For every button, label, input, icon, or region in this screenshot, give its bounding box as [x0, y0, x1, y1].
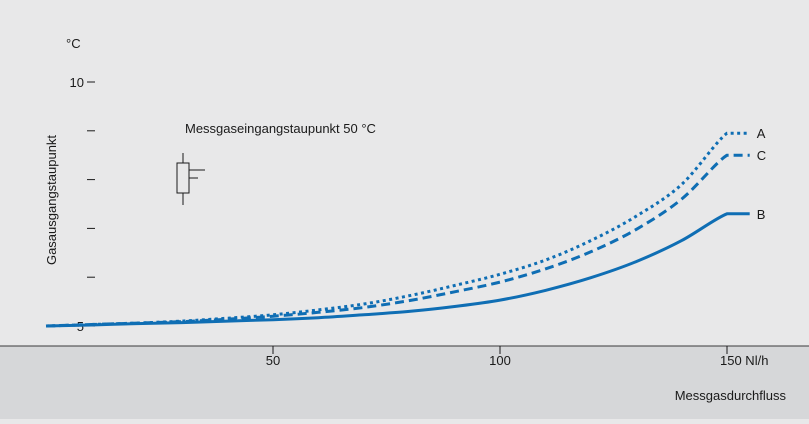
series-lines — [45, 131, 750, 328]
annotation-text: Messgaseingangstaupunkt 50 °C — [185, 121, 376, 136]
series-line-b — [45, 212, 750, 328]
series-label-c: C — [757, 148, 766, 163]
x-tick-label: 150 Nl/h — [720, 353, 768, 368]
x-axis-band — [0, 346, 809, 419]
x-tick-label: 50 — [266, 353, 280, 368]
y-unit-label: °C — [66, 36, 81, 51]
series-label-b: B — [757, 207, 766, 222]
series-label-a: A — [757, 126, 766, 141]
x-axis-label: Messgasdurchfluss — [675, 388, 787, 403]
cooler-symbol-icon — [176, 153, 205, 205]
series-labels: AC B — [757, 126, 766, 222]
x-tick-label: 100 — [489, 353, 511, 368]
y-tick-label: 10 — [70, 75, 84, 90]
x-ticks: 50 100 150 Nl/h — [266, 346, 768, 368]
series-line-a — [45, 131, 750, 328]
y-axis-label: Gasausgangstaupunkt — [44, 135, 59, 265]
